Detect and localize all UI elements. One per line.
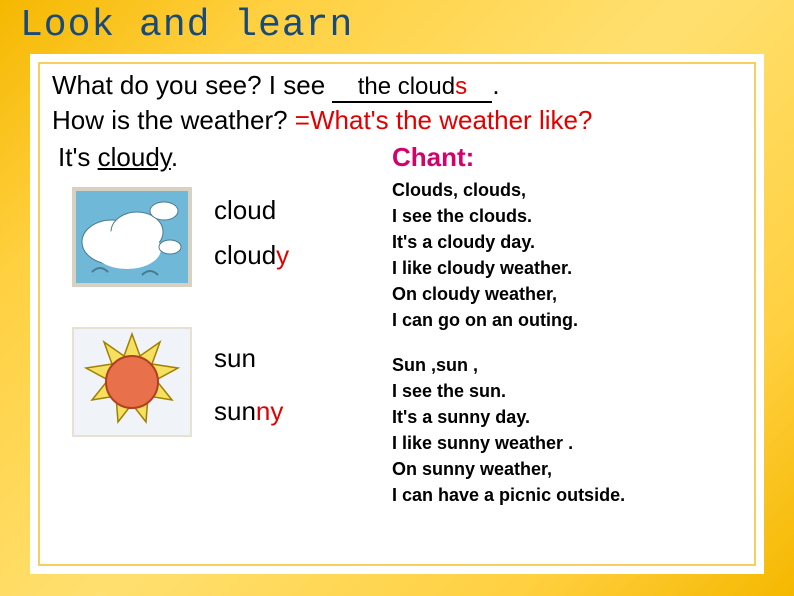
cloud-row: cloud cloudy <box>52 187 392 287</box>
question-2-line: How is the weather? =What's the weather … <box>52 105 742 136</box>
its-word: cloudy <box>98 142 171 172</box>
chant-title: Chant: <box>392 142 742 173</box>
sun-adj-stem: sun <box>214 396 256 426</box>
question-1-line: What do you see? I see the clouds . <box>52 70 742 103</box>
its-prefix: It's <box>58 142 98 172</box>
sun-icon <box>72 327 192 427</box>
sun-row: sun sunny <box>52 327 392 427</box>
q1-prefix: What do you see? I see <box>52 70 332 100</box>
sun-word: sun <box>214 343 283 374</box>
q1-blank-red: s <box>455 73 467 100</box>
its-line: It's cloudy. <box>58 142 392 173</box>
cloud-adj: cloudy <box>214 240 289 271</box>
q1-blank: the clouds <box>332 73 492 103</box>
right-column: Chant: Clouds, clouds, I see the clouds.… <box>392 142 742 508</box>
cloud-adj-stem: cloud <box>214 240 276 270</box>
q1-blank-black: the cloud <box>358 73 455 100</box>
q2-red-equiv: =What's the weather like? <box>295 105 593 135</box>
cloud-icon <box>72 187 192 287</box>
its-suffix: . <box>171 142 178 172</box>
content-card: What do you see? I see the clouds . How … <box>30 54 764 574</box>
sun-adj-suffix: ny <box>256 396 283 426</box>
left-column: It's cloudy. cloud <box>52 142 392 508</box>
q1-suffix: . <box>492 70 499 100</box>
q2-text: How is the weather? <box>52 105 295 135</box>
cloud-adj-suffix: y <box>276 240 289 270</box>
cloud-word: cloud <box>214 195 289 226</box>
sun-adj: sunny <box>214 396 283 427</box>
chant-verse-2: Sun ,sun , I see the sun. It's a sunny d… <box>392 352 742 509</box>
chant-verse-1: Clouds, clouds, I see the clouds. It's a… <box>392 177 742 334</box>
page-title: Look and learn <box>0 0 794 47</box>
